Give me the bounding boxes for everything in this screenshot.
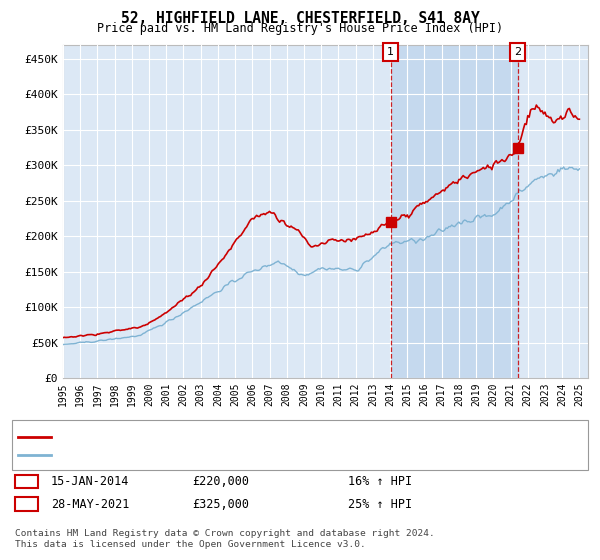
- Text: 16% ↑ HPI: 16% ↑ HPI: [348, 475, 412, 488]
- Bar: [391, 45, 518, 378]
- Text: 52, HIGHFIELD LANE, CHESTERFIELD, S41 8AY: 52, HIGHFIELD LANE, CHESTERFIELD, S41 8A…: [121, 11, 479, 26]
- Text: £220,000: £220,000: [192, 475, 249, 488]
- Text: 28-MAY-2021: 28-MAY-2021: [51, 497, 130, 511]
- Text: 2: 2: [23, 497, 30, 511]
- Text: Price paid vs. HM Land Registry's House Price Index (HPI): Price paid vs. HM Land Registry's House …: [97, 22, 503, 35]
- Text: £325,000: £325,000: [192, 497, 249, 511]
- Text: HPI: Average price, detached house, Chesterfield: HPI: Average price, detached house, Ches…: [57, 450, 357, 460]
- Text: 52, HIGHFIELD LANE, CHESTERFIELD, S41 8AY (detached house): 52, HIGHFIELD LANE, CHESTERFIELD, S41 8A…: [57, 432, 419, 442]
- Text: 2: 2: [514, 47, 521, 57]
- Text: Contains HM Land Registry data © Crown copyright and database right 2024.
This d: Contains HM Land Registry data © Crown c…: [15, 529, 435, 549]
- Text: 1: 1: [23, 475, 30, 488]
- Text: 15-JAN-2014: 15-JAN-2014: [51, 475, 130, 488]
- Text: 1: 1: [387, 47, 394, 57]
- Text: 25% ↑ HPI: 25% ↑ HPI: [348, 497, 412, 511]
